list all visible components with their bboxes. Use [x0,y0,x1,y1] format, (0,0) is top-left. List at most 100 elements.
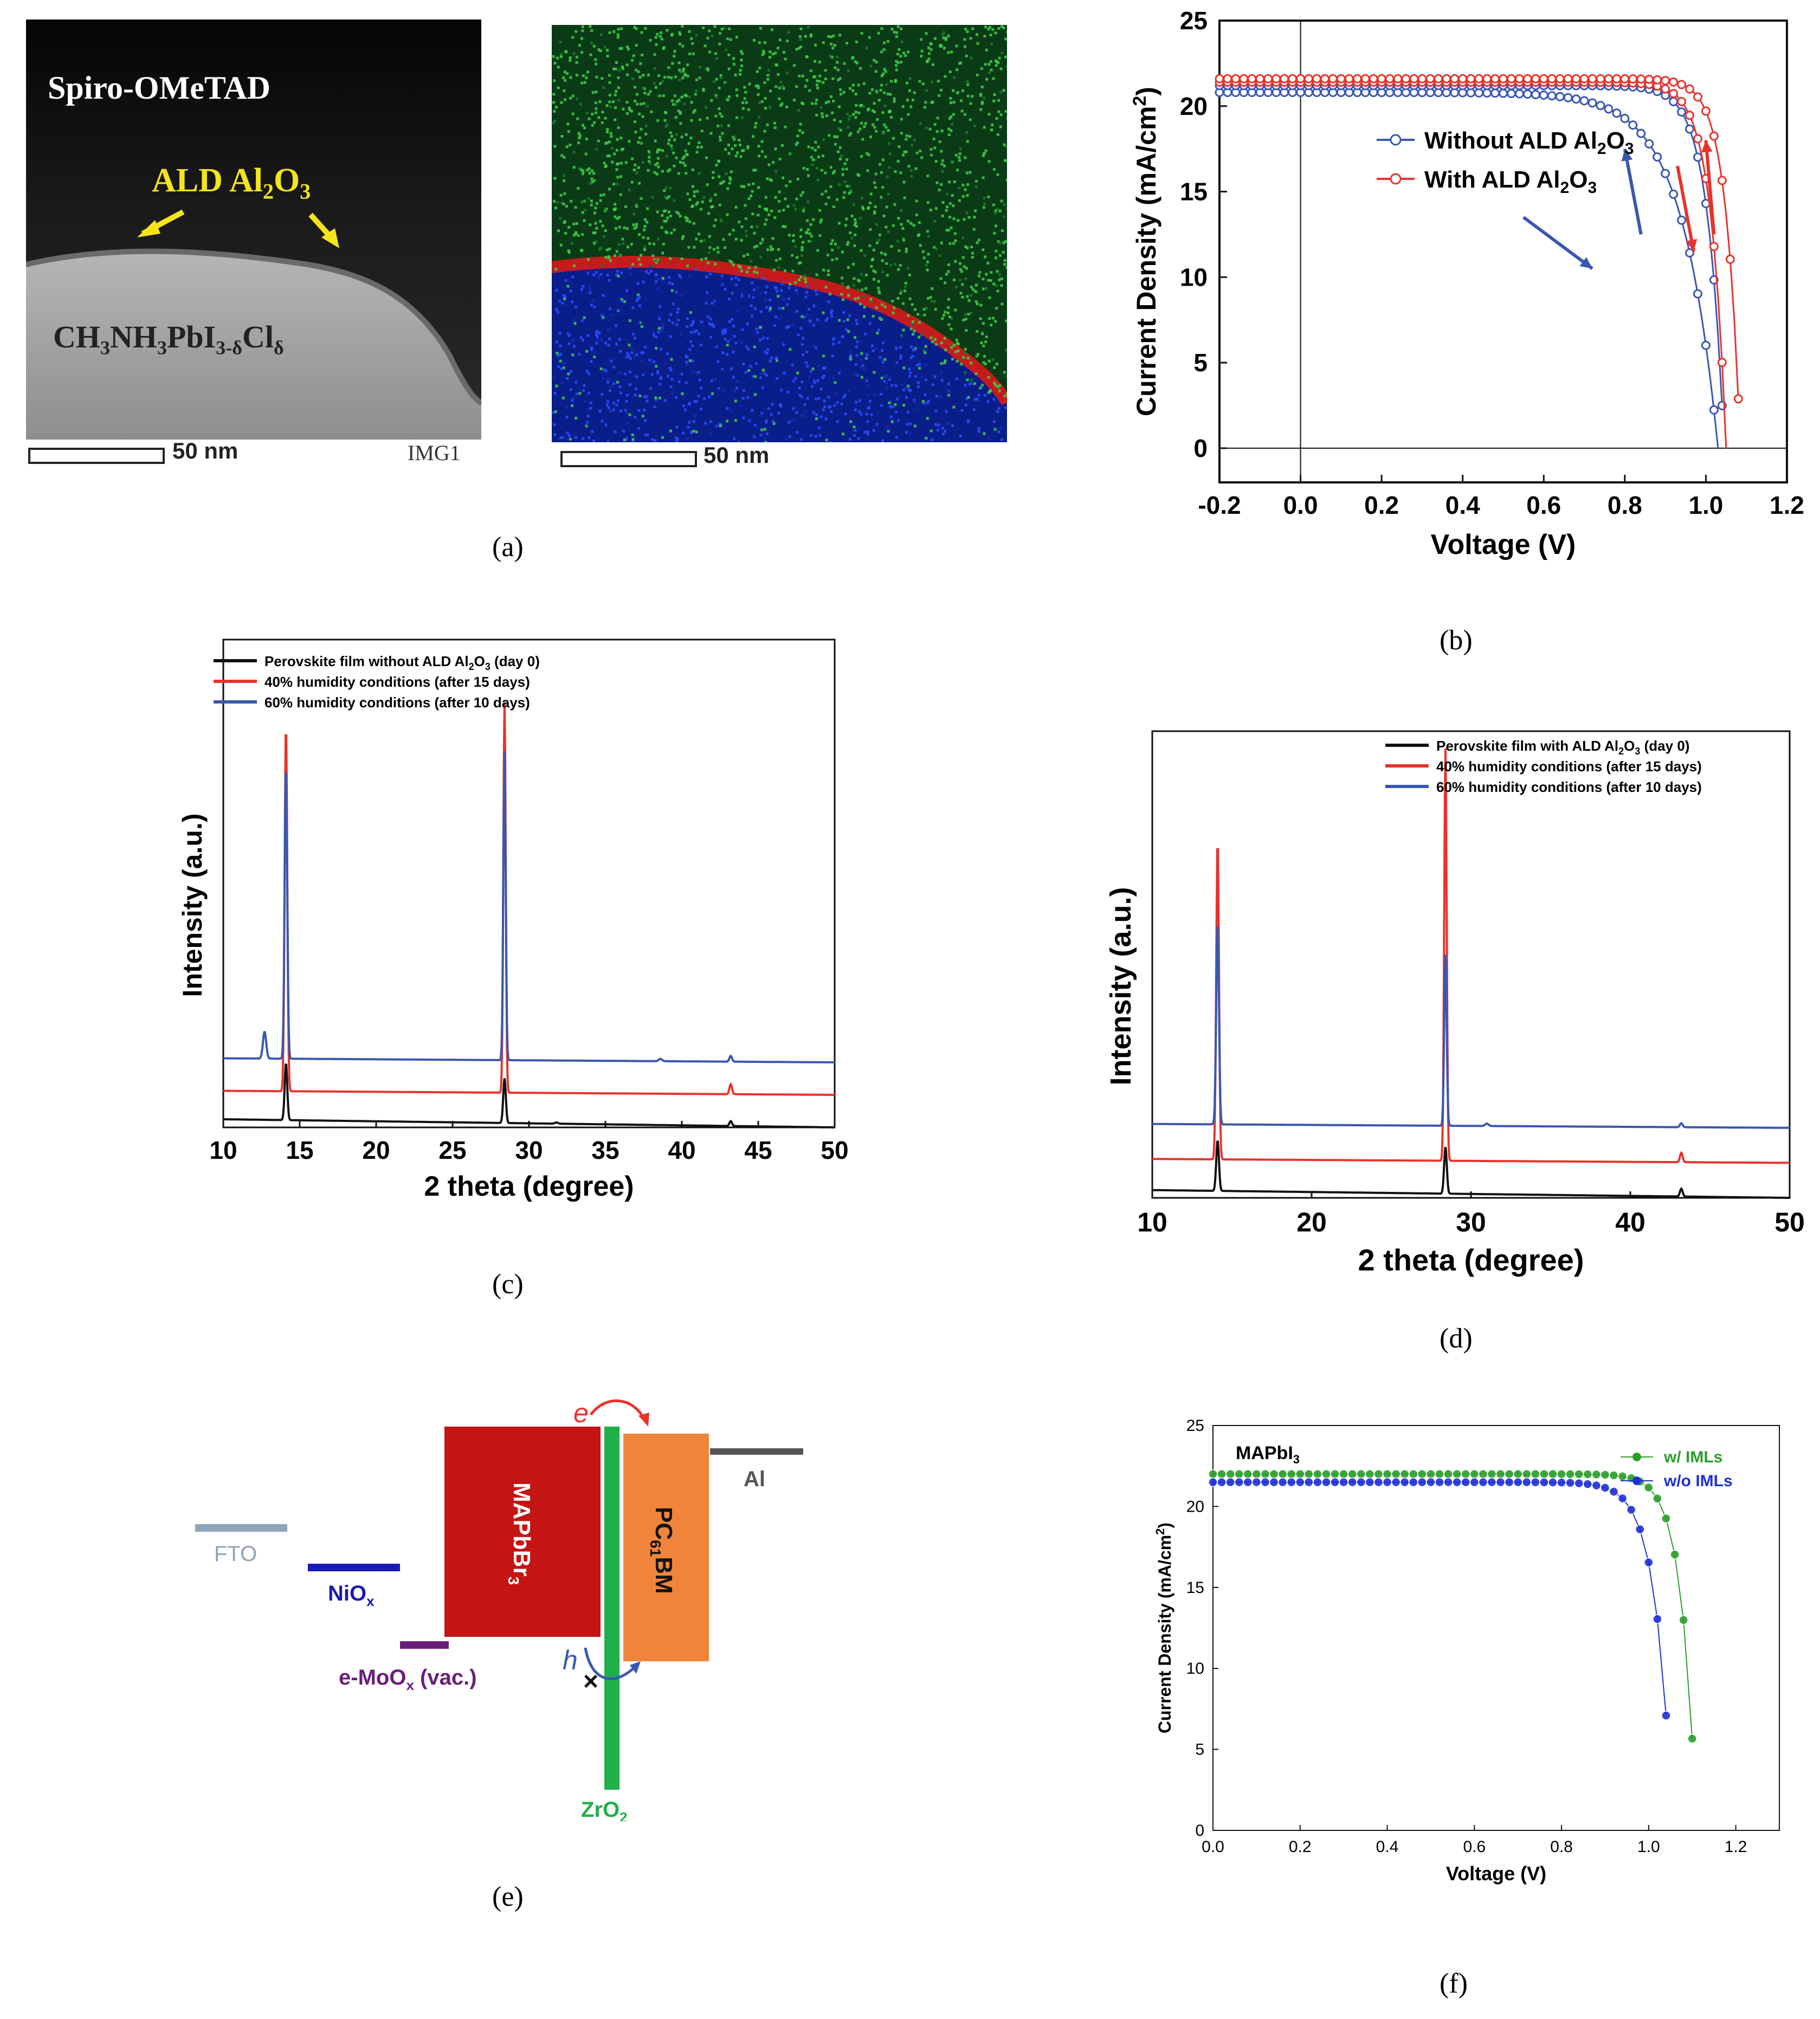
y-tick-label: 20 [1180,92,1208,120]
eds-pixel [948,117,951,120]
eds-pixel [789,153,792,156]
eds-pixel [688,274,691,278]
eds-pixel [620,47,623,50]
y-tick-label: 25 [1186,1417,1204,1435]
eds-pixel [881,158,885,162]
chart-title: MAPbI3 [1236,1443,1300,1466]
eds-pixel [940,371,943,375]
eds-pixel [996,385,999,389]
eds-pixel [640,197,643,200]
eds-pixel [854,408,857,411]
eds-pixel [995,224,997,228]
jv-point [1628,74,1638,84]
eds-pixel [591,124,594,127]
eds-pixel [557,311,560,314]
eds-pixel [841,173,844,176]
eds-pixel [853,277,856,280]
eds-pixel [637,70,640,73]
eds-pixel [938,189,941,191]
eds-pixel [625,101,629,104]
eds-pixel [941,170,944,173]
jv-point [1417,1477,1427,1487]
eds-pixel [941,33,944,36]
eds-pixel [571,353,575,357]
jv-point [1579,96,1589,106]
eds-pixel [625,46,629,49]
eds-pixel [725,48,728,51]
eds-pixel [947,133,951,137]
eds-pixel [896,240,899,243]
eds-pixel [606,440,610,442]
eds-pixel [819,218,823,221]
jv-point [1547,74,1557,83]
jv-point [1504,1477,1514,1487]
eds-pixel [908,297,912,300]
eds-pixel [944,311,947,314]
eds-pixel [930,101,933,104]
x-tick-label: 25 [438,1136,466,1164]
eds-pixel [960,409,964,412]
eds-pixel [759,242,762,245]
jv-point [1352,74,1362,83]
eds-pixel [797,47,801,50]
eds-pixel [898,145,901,149]
eds-pixel [912,333,914,336]
eds-pixel [971,251,974,255]
eds-pixel [647,237,650,240]
eds-pixel [654,163,657,166]
eds-pixel [932,137,935,140]
eds-pixel [970,312,973,315]
eds-pixel [651,196,654,199]
eds-pixel [659,258,662,261]
eds-pixel [895,347,898,350]
eds-pixel [861,205,864,209]
eds-pixel [690,324,693,327]
eds-pixel [686,325,689,328]
eds-pixel [692,320,695,323]
eds-pixel [738,221,741,223]
eds-pixel [631,433,634,436]
eds-pixel [1004,144,1007,147]
eds-pixel [694,93,697,96]
eds-pixel [970,246,973,249]
eds-pixel [567,225,571,229]
scan-arrowhead [1701,140,1713,153]
eds-pixel [862,295,864,298]
eds-pixel [797,333,800,337]
eds-pixel [612,408,615,411]
eds-pixel [809,320,812,323]
eds-pixel [595,107,598,110]
eds-pixel [943,337,946,340]
eds-pixel [646,399,649,403]
eds-pixel [832,343,835,346]
eds-pixel [652,334,655,337]
eds-pixel [607,406,610,409]
jv-point [1626,1505,1636,1515]
eds-pixel [823,366,827,370]
eds-pixel [562,366,565,370]
eds-pixel [814,149,817,152]
eds-pixel [967,421,970,424]
legend-label: w/ IMLs [1663,1448,1722,1466]
eds-pixel [903,289,907,293]
eds-pixel [947,306,950,309]
eds-pixel [954,350,957,353]
eds-pixel [750,225,753,229]
eds-pixel [646,433,649,436]
eds-pixel [688,220,692,223]
eds-pixel [638,295,641,299]
eds-pixel [883,91,886,94]
eds-pixel [924,345,927,348]
eds-pixel [569,388,572,391]
eds-pixel [876,118,879,121]
eds-pixel [868,36,871,39]
eds-pixel [567,434,571,437]
eds-pixel [636,297,640,300]
eds-pixel [656,119,660,122]
jv-point [1539,74,1548,83]
eds-pixel [657,74,661,77]
eds-pixel [744,91,747,94]
eds-pixel [895,31,899,34]
eds-pixel [744,204,747,207]
eds-pixel [616,138,619,141]
